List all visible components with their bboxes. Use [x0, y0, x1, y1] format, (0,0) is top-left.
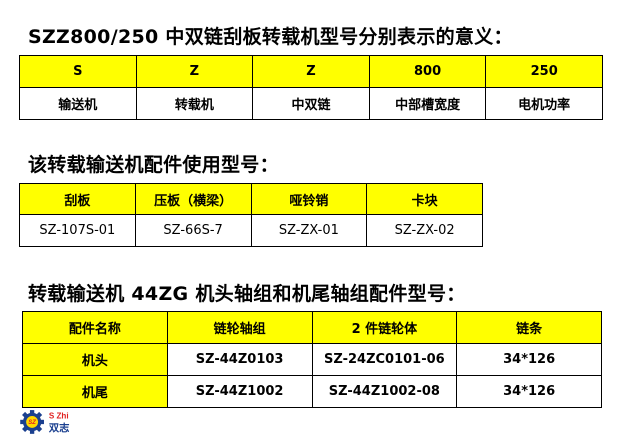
table-cell: SZ-66S-7 — [134, 214, 252, 247]
header-cell: 链条 — [456, 311, 602, 344]
header-cell: S — [19, 55, 137, 88]
table-cell: 电机功率 — [485, 87, 603, 120]
header-cell: 链轮轴组 — [166, 311, 313, 344]
table-cell: 中部槽宽度 — [368, 87, 487, 120]
header-cell: 刮板 — [19, 183, 136, 215]
section1-title: SZZ800/250 中双链刮板转载机型号分别表示的意义： — [28, 26, 513, 48]
header-cell: Z — [135, 55, 254, 88]
table-cell: SZ-44Z0103 — [166, 343, 313, 376]
header-cell: 压板（横梁） — [134, 183, 252, 215]
table-cell: 34*126 — [456, 375, 602, 408]
header-cell: 配件名称 — [22, 311, 168, 344]
shaft-group-table: 配件名称 链轮轴组 2 件链轮体 链条 机头 SZ-44Z0103 SZ-24Z… — [22, 311, 602, 408]
section2-title: 该转载输送机配件使用型号： — [28, 154, 279, 176]
table-cell: 机头 — [22, 343, 168, 376]
logo-cn: 双志 — [48, 422, 70, 435]
table-row: 机头 SZ-44Z0103 SZ-24ZC0101-06 34*126 — [22, 343, 602, 376]
table-cell: SZ-44Z1002 — [166, 375, 313, 408]
logo-latin: S Zhi — [49, 412, 69, 421]
model-meaning-table: S Z Z 800 250 输送机 转载机 中双链 中部槽宽度 电机功率 — [19, 55, 603, 120]
table-row: 机尾 SZ-44Z1002 SZ-44Z1002-08 34*126 — [22, 375, 602, 408]
gear-logo-icon: SZ S Zhi 双志 — [20, 410, 70, 435]
section3-title: 转载输送机 44ZG 机头轴组和机尾轴组配件型号： — [28, 283, 466, 305]
table-cell: 转载机 — [135, 87, 254, 120]
header-cell: Z — [252, 55, 370, 88]
header-cell: 2 件链轮体 — [311, 311, 458, 344]
header-cell: 250 — [485, 55, 603, 88]
header-cell: 800 — [368, 55, 487, 88]
company-logo: SZ S Zhi 双志 — [18, 409, 84, 436]
table-cell: 输送机 — [19, 87, 137, 120]
header-cell: 卡块 — [366, 183, 483, 215]
header-cell: 哑铃销 — [250, 183, 368, 215]
logo-badge: SZ — [28, 420, 36, 426]
table-cell: 中双链 — [252, 87, 370, 120]
table-cell: SZ-ZX-01 — [250, 214, 368, 247]
table-cell: SZ-44Z1002-08 — [311, 375, 458, 408]
table-cell: 34*126 — [456, 343, 602, 376]
table-cell: SZ-ZX-02 — [366, 214, 483, 247]
table-cell: SZ-107S-01 — [19, 214, 136, 247]
table-cell: 机尾 — [22, 375, 168, 408]
table-cell: SZ-24ZC0101-06 — [311, 343, 458, 376]
parts-model-table: 刮板 压板（横梁） 哑铃销 卡块 SZ-107S-01 SZ-66S-7 SZ-… — [19, 183, 483, 247]
